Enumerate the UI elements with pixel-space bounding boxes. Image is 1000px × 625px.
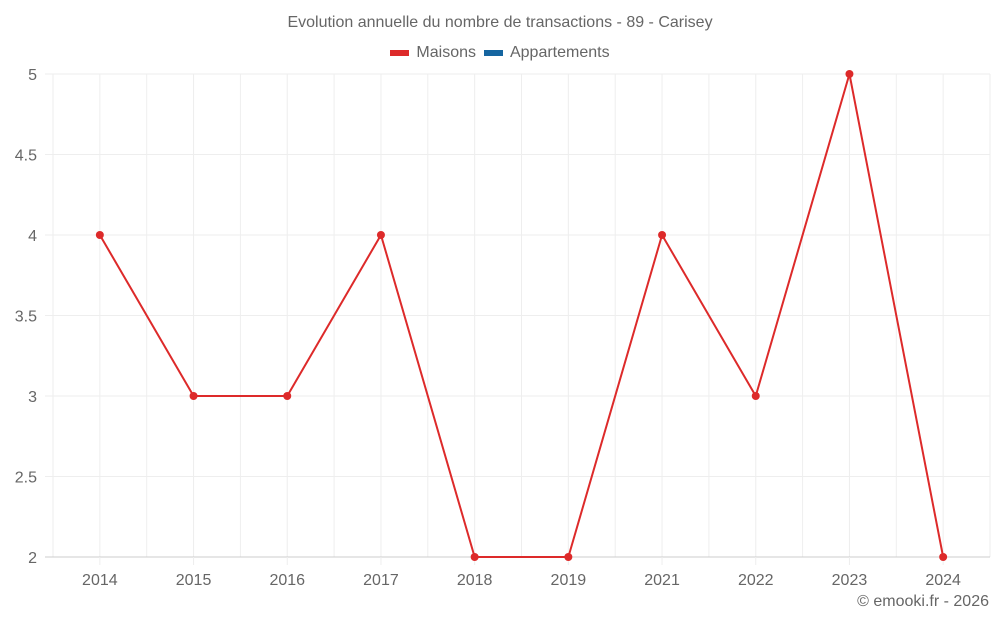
chart-title: Evolution annuelle du nombre de transact… [287,14,713,31]
data-point [470,553,479,561]
legend: Maisons Appartements [0,44,1000,62]
x-tick-label: 2023 [832,572,868,589]
legend-swatch-appartements [483,50,503,56]
legend-label-appartements: Appartements [509,44,610,61]
y-tick-label: 2.5 [15,470,37,487]
x-tick-label: 2015 [176,572,212,589]
data-point [95,231,104,239]
x-tick-label: 2014 [82,572,118,589]
data-point [751,392,760,400]
data-point [658,231,667,239]
legend-item-appartements[interactable]: Appartements [483,44,610,62]
data-point [939,553,948,561]
data-point [564,553,573,561]
legend-swatch-maisons [390,50,410,56]
data-point [189,392,198,400]
y-tick-label: 3 [28,389,37,406]
legend-label-maisons: Maisons [416,44,476,61]
data-point [845,70,854,78]
y-tick-label: 3.5 [15,309,37,326]
y-tick-label: 5 [28,67,37,84]
y-tick-label: 4 [28,228,37,245]
x-tick-label: 2018 [457,572,493,589]
x-tick-label: 2022 [738,572,774,589]
x-tick-label: 2019 [551,572,587,589]
x-tick-label: 2024 [925,572,961,589]
credit-text: © emooki.fr - 2026 [857,593,989,610]
x-tick-label: 2017 [363,572,399,589]
x-tick-label: 2021 [644,572,680,589]
y-tick-label: 4.5 [15,148,37,165]
data-point [283,392,292,400]
series-line-maisons [98,73,945,558]
x-tick-label: 2016 [269,572,305,589]
y-tick-label: 2 [28,550,37,567]
data-point [376,231,385,239]
legend-item-maisons[interactable]: Maisons [390,44,476,62]
